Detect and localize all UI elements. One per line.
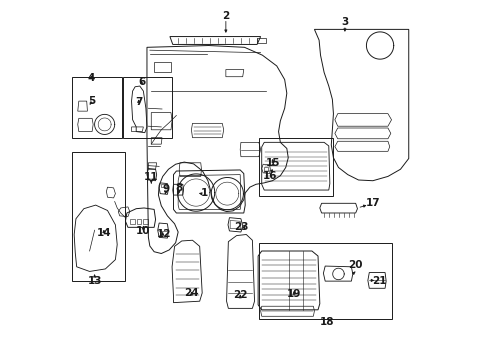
- Text: 20: 20: [347, 260, 362, 270]
- Text: 18: 18: [319, 317, 333, 327]
- Text: 8: 8: [175, 183, 183, 193]
- Text: 16: 16: [262, 171, 276, 181]
- Text: 19: 19: [286, 289, 301, 299]
- Text: 17: 17: [365, 198, 379, 208]
- Text: 9: 9: [163, 184, 169, 194]
- Text: 22: 22: [232, 291, 247, 301]
- Text: 11: 11: [144, 172, 158, 182]
- Text: 21: 21: [371, 276, 386, 286]
- Text: 12: 12: [157, 229, 171, 239]
- Text: 7: 7: [135, 97, 142, 107]
- Text: 5: 5: [88, 96, 96, 106]
- Text: 1: 1: [200, 188, 207, 198]
- Text: 6: 6: [138, 77, 145, 87]
- Text: 10: 10: [136, 226, 150, 236]
- Text: 13: 13: [87, 276, 102, 286]
- Text: 24: 24: [184, 288, 198, 298]
- Text: 3: 3: [341, 17, 348, 27]
- Text: 15: 15: [265, 158, 280, 168]
- Text: 2: 2: [222, 11, 229, 21]
- Text: 14: 14: [97, 228, 111, 238]
- Text: 23: 23: [233, 222, 247, 232]
- Text: 4: 4: [87, 73, 95, 83]
